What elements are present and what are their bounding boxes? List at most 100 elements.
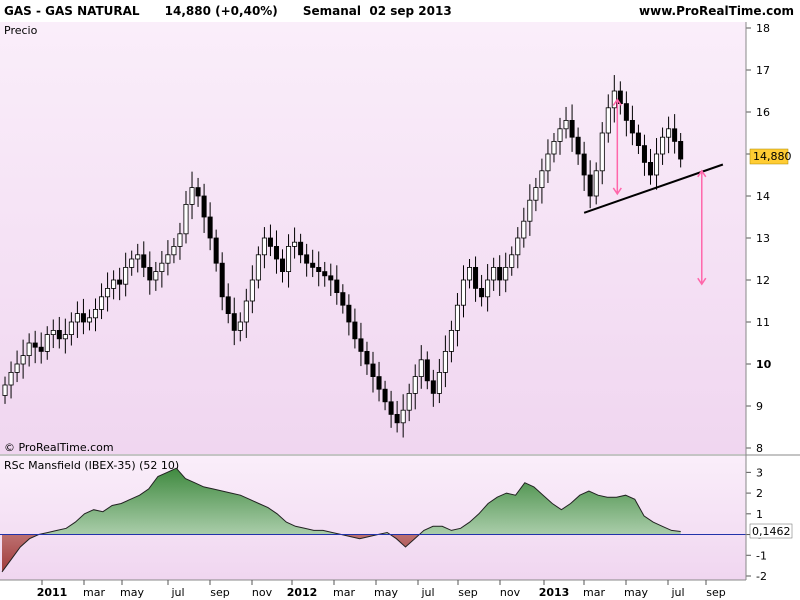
candle-down xyxy=(56,329,62,340)
rs-tick-label: 2 xyxy=(756,487,763,500)
candle-up xyxy=(2,384,8,396)
x-tick-label: jul xyxy=(420,586,434,599)
candle-down xyxy=(678,140,684,160)
annotations xyxy=(583,98,724,286)
candle-down xyxy=(298,241,304,256)
x-tick-label: 2012 xyxy=(287,586,318,599)
candle-down xyxy=(569,120,575,138)
quote-value: 14,880 (+0,40%) xyxy=(164,4,278,18)
rs-axis-bg xyxy=(746,456,800,580)
candle-down xyxy=(430,380,436,394)
candle-down xyxy=(201,195,207,218)
candle-up xyxy=(189,187,195,205)
candle-down xyxy=(310,262,316,268)
last-price-badge: 14,880 xyxy=(749,148,792,165)
candle-up xyxy=(563,120,569,130)
candle-down xyxy=(647,161,654,176)
source-url: www.ProRealTime.com xyxy=(639,4,794,18)
candle-up xyxy=(171,245,177,256)
candle-up xyxy=(50,329,56,335)
candle-up xyxy=(123,266,129,285)
candle-down xyxy=(207,216,213,239)
candle-up xyxy=(485,279,491,298)
rs-last-value-label: 0,1462 xyxy=(752,525,791,538)
candle-up xyxy=(460,279,466,306)
candle-up xyxy=(183,203,189,235)
candle-up xyxy=(86,317,92,323)
candle-down xyxy=(117,279,123,285)
x-tick-label: mar xyxy=(83,586,105,599)
rs-last-value-badge: 0,1462 xyxy=(749,523,793,539)
candle-up xyxy=(491,266,497,281)
price-panel-title: Precio xyxy=(4,24,38,37)
candle-down xyxy=(629,120,635,134)
candle-up xyxy=(129,258,135,268)
candle-up xyxy=(26,342,32,357)
candle-up xyxy=(611,90,617,109)
candle-down xyxy=(370,363,376,378)
last-price-label: 14,880 xyxy=(753,150,792,163)
candle-down xyxy=(623,103,629,121)
candle-up xyxy=(503,266,509,281)
candle-up xyxy=(557,128,563,142)
candle-down xyxy=(575,136,581,155)
candle-down xyxy=(304,254,310,264)
candle-up xyxy=(605,107,611,134)
candle-down xyxy=(587,174,593,197)
candle-up xyxy=(249,279,255,302)
candle-down xyxy=(497,266,503,281)
candle-down xyxy=(273,245,279,260)
candle-up xyxy=(442,350,448,373)
price-tick-label: 10 xyxy=(756,358,772,371)
candle-up xyxy=(62,334,68,340)
candle-down xyxy=(195,187,201,197)
candle-up xyxy=(521,220,527,239)
candle-up xyxy=(400,409,406,424)
candle-up xyxy=(159,262,165,273)
candle-up xyxy=(8,371,14,386)
price-tick-label: 13 xyxy=(756,232,770,245)
price-tick-label: 11 xyxy=(756,316,770,329)
candle-up xyxy=(545,153,551,172)
price-tick-label: 8 xyxy=(756,442,763,455)
x-tick-label: mar xyxy=(583,586,605,599)
candle-down xyxy=(424,359,430,382)
candle-down xyxy=(382,388,388,403)
candle-up xyxy=(527,199,533,222)
candle-down xyxy=(225,296,231,314)
candle-down xyxy=(376,376,382,390)
candle-up xyxy=(515,237,521,256)
candle-down xyxy=(635,132,641,147)
candle-down xyxy=(388,401,394,415)
candle-down xyxy=(219,262,225,298)
period-label: Semanal xyxy=(302,4,362,18)
candle-down xyxy=(141,254,147,268)
candle-up xyxy=(261,237,267,256)
candle-down xyxy=(267,237,273,247)
candle-up xyxy=(243,300,249,323)
candle-down xyxy=(672,128,678,142)
arrow-head-down xyxy=(612,187,622,196)
candle-up xyxy=(237,321,243,331)
price-tick-label: 12 xyxy=(756,274,770,287)
price-tick-label: 16 xyxy=(756,106,770,119)
candle-down xyxy=(32,342,38,348)
last-price-badge-bg xyxy=(749,148,789,165)
candle-up xyxy=(454,304,460,331)
candle-down xyxy=(147,266,153,281)
x-tick-label: 2013 xyxy=(539,586,570,599)
candle-up xyxy=(406,392,412,411)
x-tick-label: may xyxy=(120,586,144,599)
candle-up xyxy=(599,132,605,172)
x-tick-label: jul xyxy=(170,586,184,599)
candle-down xyxy=(641,145,647,163)
candle-up xyxy=(165,254,171,264)
candle-down xyxy=(328,275,334,281)
x-axis: 2011 mar may jul sep nov 2012 mar may jul sep nov 20… xyxy=(37,580,726,599)
candle-up xyxy=(135,254,141,260)
candle-up xyxy=(255,254,261,281)
candle-up xyxy=(68,321,74,336)
x-tick-label: sep xyxy=(458,586,477,599)
